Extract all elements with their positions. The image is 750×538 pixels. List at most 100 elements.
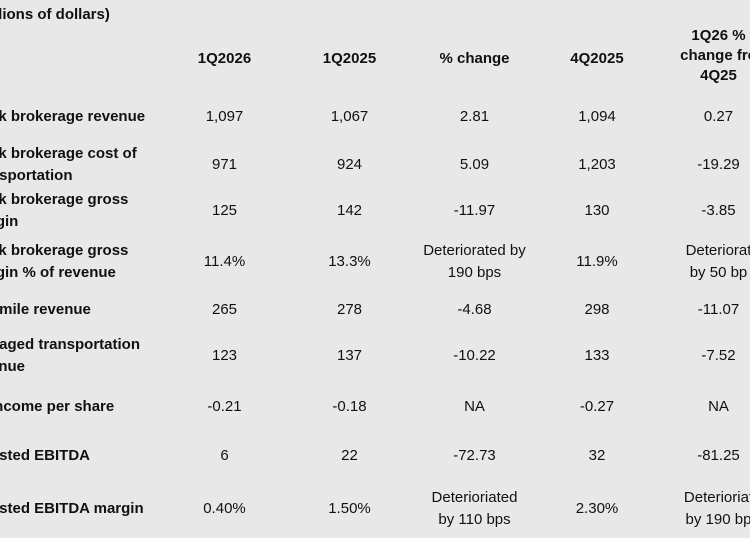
cell-1q26-vs-4q25: -19.29	[657, 142, 750, 188]
row-label-line: t mile revenue	[0, 301, 91, 318]
cell-1q2026-line: 1,097	[205, 108, 244, 125]
row-label-line: enue	[0, 358, 26, 375]
header-last-line-1: 1Q26 %	[691, 27, 746, 44]
cell-pct-change-line: -4.68	[457, 301, 492, 318]
cell-1q2025-line: 1,067	[330, 108, 369, 125]
cell-4q2025-line: 2.30%	[575, 500, 619, 517]
header-1q2025: 1Q2025	[322, 50, 377, 67]
cell-1q2025-line: 924	[336, 156, 363, 173]
cell-1q26-vs-4q25-line: -7.52	[701, 347, 736, 364]
cell-4q2025-line: 32	[588, 447, 606, 464]
cell-1q2026-line: 0.40%	[203, 500, 246, 517]
cell-1q26-vs-4q25: -3.85	[657, 188, 750, 234]
table-row: ck brokerage cost of nsportation 971 924 5.0…	[0, 142, 750, 188]
cell-1q2026: 6	[162, 432, 287, 480]
row-label: ck brokerage gross rgin	[0, 188, 162, 234]
cell-1q26-vs-4q25: NA	[657, 382, 750, 432]
cell-1q2026: 265	[162, 290, 287, 330]
table-row: t mile revenue 265 278 -4.68 298 -11.07	[0, 290, 750, 330]
cell-1q2026-line: 123	[211, 347, 238, 364]
cell-1q2026-line: 6	[220, 447, 229, 464]
cell-1q2025: 142	[287, 188, 412, 234]
cell-4q2025-line: 133	[584, 347, 610, 364]
table-row: usted EBITDA margin 0.40% 1.50% Deterioriat…	[0, 480, 750, 538]
cell-1q26-vs-4q25: Deterioriat by 190 bp	[657, 480, 750, 538]
cell-4q2025-line: 11.9%	[576, 253, 618, 270]
row-label-line: nsportation	[0, 167, 73, 184]
cell-pct-change: -10.22	[412, 330, 537, 382]
cell-4q2025: 133	[537, 330, 657, 382]
cell-1q26-vs-4q25-line: Deterioriat	[683, 489, 750, 506]
row-label: t mile revenue	[0, 290, 162, 330]
table-row: naged transportation enue 123 137 -10.22 133 -…	[0, 330, 750, 382]
cell-1q2025-line: 278	[336, 301, 363, 318]
cell-1q2025: 924	[287, 142, 412, 188]
cell-pct-change: 2.81	[412, 92, 537, 142]
row-label: ck brokerage cost of nsportation	[0, 142, 162, 188]
table-caption: llions of dollars)	[0, 6, 110, 23]
cell-1q2025: 278	[287, 290, 412, 330]
cell-pct-change: -11.97	[412, 188, 537, 234]
cell-4q2025: 1,094	[537, 92, 657, 142]
cell-1q26-vs-4q25-line: by 50 bp	[689, 264, 748, 281]
cell-4q2025-line: 298	[584, 301, 610, 318]
cell-1q2026: 123	[162, 330, 287, 382]
header-last-line-3: 4Q25	[700, 67, 737, 84]
cell-4q2025: 32	[537, 432, 657, 480]
cell-4q2025: 298	[537, 290, 657, 330]
cell-pct-change: -4.68	[412, 290, 537, 330]
cell-1q26-vs-4q25-line: -81.25	[697, 447, 740, 464]
cell-1q2025: 1,067	[287, 92, 412, 142]
cell-1q2026: 971	[162, 142, 287, 188]
cell-1q2026: -0.21	[162, 382, 287, 432]
cell-1q2026: 1,097	[162, 92, 287, 142]
cell-1q2026: 0.40%	[162, 480, 287, 538]
row-label-line: income per share	[0, 398, 115, 415]
cell-4q2025: 11.9%	[537, 234, 657, 290]
cell-1q2026-line: 971	[211, 156, 238, 173]
cell-pct-change: Deteriorated by 190 bps	[412, 234, 537, 290]
row-label-line: usted EBITDA	[0, 447, 91, 464]
cell-1q2026-line: 11.4%	[203, 253, 246, 270]
cell-pct-change-line: 190 bps	[447, 264, 502, 281]
cell-1q26-vs-4q25: Deteriorat by 50 bp	[657, 234, 750, 290]
row-label: naged transportation enue	[0, 330, 162, 382]
row-label-line: ck brokerage cost of	[0, 145, 137, 162]
cell-1q2025-line: -0.18	[332, 398, 367, 415]
cell-pct-change-line: Deteriorated by	[423, 242, 526, 259]
cell-pct-change: -72.73	[412, 432, 537, 480]
cell-1q2025-line: 142	[336, 202, 363, 219]
cell-1q26-vs-4q25-line: -11.07	[697, 301, 740, 318]
cell-1q26-vs-4q25-line: Deteriorat	[685, 242, 750, 259]
row-label-line: ck brokerage gross	[0, 191, 129, 208]
cell-pct-change-line: NA	[464, 398, 485, 415]
cell-pct-change: 5.09	[412, 142, 537, 188]
table-row: usted EBITDA 6 22 -72.73 32 -81.25	[0, 432, 750, 480]
table-row: ck brokerage revenue 1,097 1,067 2.81 1,094 0…	[0, 92, 750, 142]
cell-1q26-vs-4q25-line: by 190 bp	[685, 511, 750, 528]
cell-1q2026: 11.4%	[162, 234, 287, 290]
cell-1q2025-line: 137	[336, 347, 363, 364]
cell-1q2025-line: 1.50%	[328, 500, 371, 517]
cell-4q2025-line: 130	[584, 202, 610, 219]
cell-1q2025: 13.3%	[287, 234, 412, 290]
cell-4q2025: 130	[537, 188, 657, 234]
cell-pct-change-line: by 110 bps	[438, 511, 511, 528]
cell-1q26-vs-4q25-line: -19.29	[697, 156, 740, 173]
row-label: ck brokerage revenue	[0, 92, 162, 142]
row-label: income per share	[0, 382, 162, 432]
cell-4q2025: -0.27	[537, 382, 657, 432]
cell-4q2025: 2.30%	[537, 480, 657, 538]
cell-pct-change-line: -10.22	[453, 347, 496, 364]
row-label-line: naged transportation	[0, 336, 141, 353]
header-pct-change: % change	[439, 50, 510, 67]
cell-1q26-vs-4q25: -11.07	[657, 290, 750, 330]
cell-1q2026-line: -0.21	[207, 398, 242, 415]
cell-pct-change-line: Deterioriated	[431, 489, 518, 506]
header-1q26-vs-4q25: 1Q26 % change fro 4Q25	[657, 26, 750, 92]
cell-pct-change-line: 2.81	[459, 108, 490, 125]
table-row: income per share -0.21 -0.18 NA -0.27 NA	[0, 382, 750, 432]
row-label: usted EBITDA margin	[0, 480, 162, 538]
row-label-line: ck brokerage revenue	[0, 108, 146, 125]
cell-1q2025: 22	[287, 432, 412, 480]
